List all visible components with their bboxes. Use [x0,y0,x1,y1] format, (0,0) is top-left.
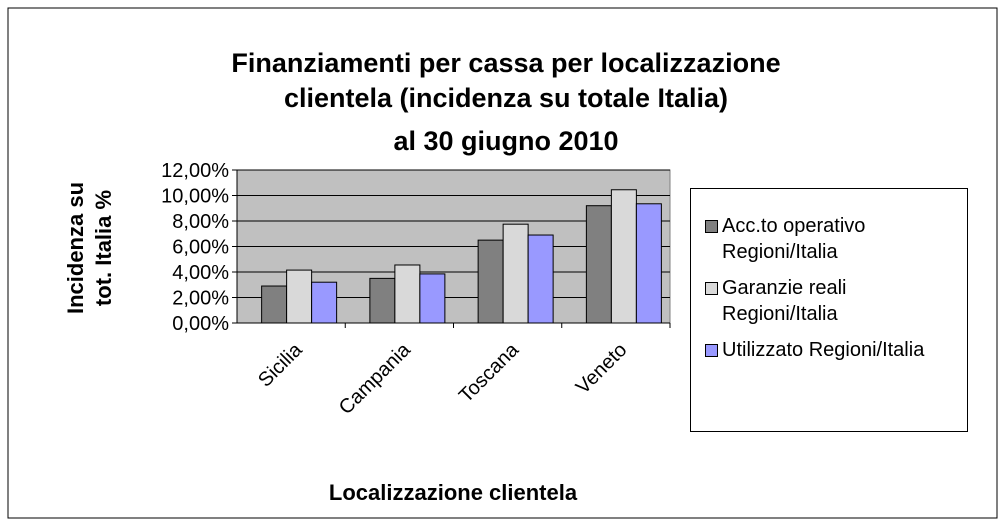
legend-label: Utilizzato Regioni/Italia [722,339,925,361]
y-tick-label: 12,00% [161,160,229,182]
bar [502,223,529,324]
y-tick-label: 10,00% [161,186,229,208]
y-axis-title: Incidenza su [63,182,88,314]
y-tick-label: 8,00% [172,211,229,233]
legend-swatch [705,282,718,295]
legend-item: Acc.to operativo Regioni/Italia [705,213,967,265]
legend: Acc.to operativo Regioni/Italia Garanzie … [690,188,968,432]
legend-swatch [705,220,718,233]
bar [585,205,612,324]
legend-item: Garanzie reali Regioni/Italia [705,275,967,327]
chart-title: al 30 giugno 2010 [393,126,618,156]
chart-title: Finanziamenti per cassa per localizzazio… [231,48,780,78]
y-axis-title: tot. Italia % [91,190,116,306]
bar [311,281,338,324]
x-axis-title: Localizzazione clientela [329,480,578,505]
legend-label: Acc.to operativo Regioni/Italia [722,215,866,263]
y-tick-label: 6,00% [172,237,229,259]
legend-label: Garanzie reali Regioni/Italia [722,277,847,325]
bar [394,264,421,324]
bar [527,234,554,324]
legend-item: Utilizzato Regioni/Italia [705,337,967,363]
y-tick-label: 4,00% [172,262,229,284]
chart-title: clientela (incidenza su totale Italia) [284,83,728,113]
y-tick-label: 0,00% [172,313,229,335]
legend-swatch [705,344,718,357]
bar [286,269,313,324]
bar [635,203,662,324]
y-tick-label: 2,00% [172,288,229,310]
bar [610,189,637,324]
bar [369,277,396,324]
bar [261,285,288,324]
bar [419,273,446,324]
bar [477,239,504,324]
